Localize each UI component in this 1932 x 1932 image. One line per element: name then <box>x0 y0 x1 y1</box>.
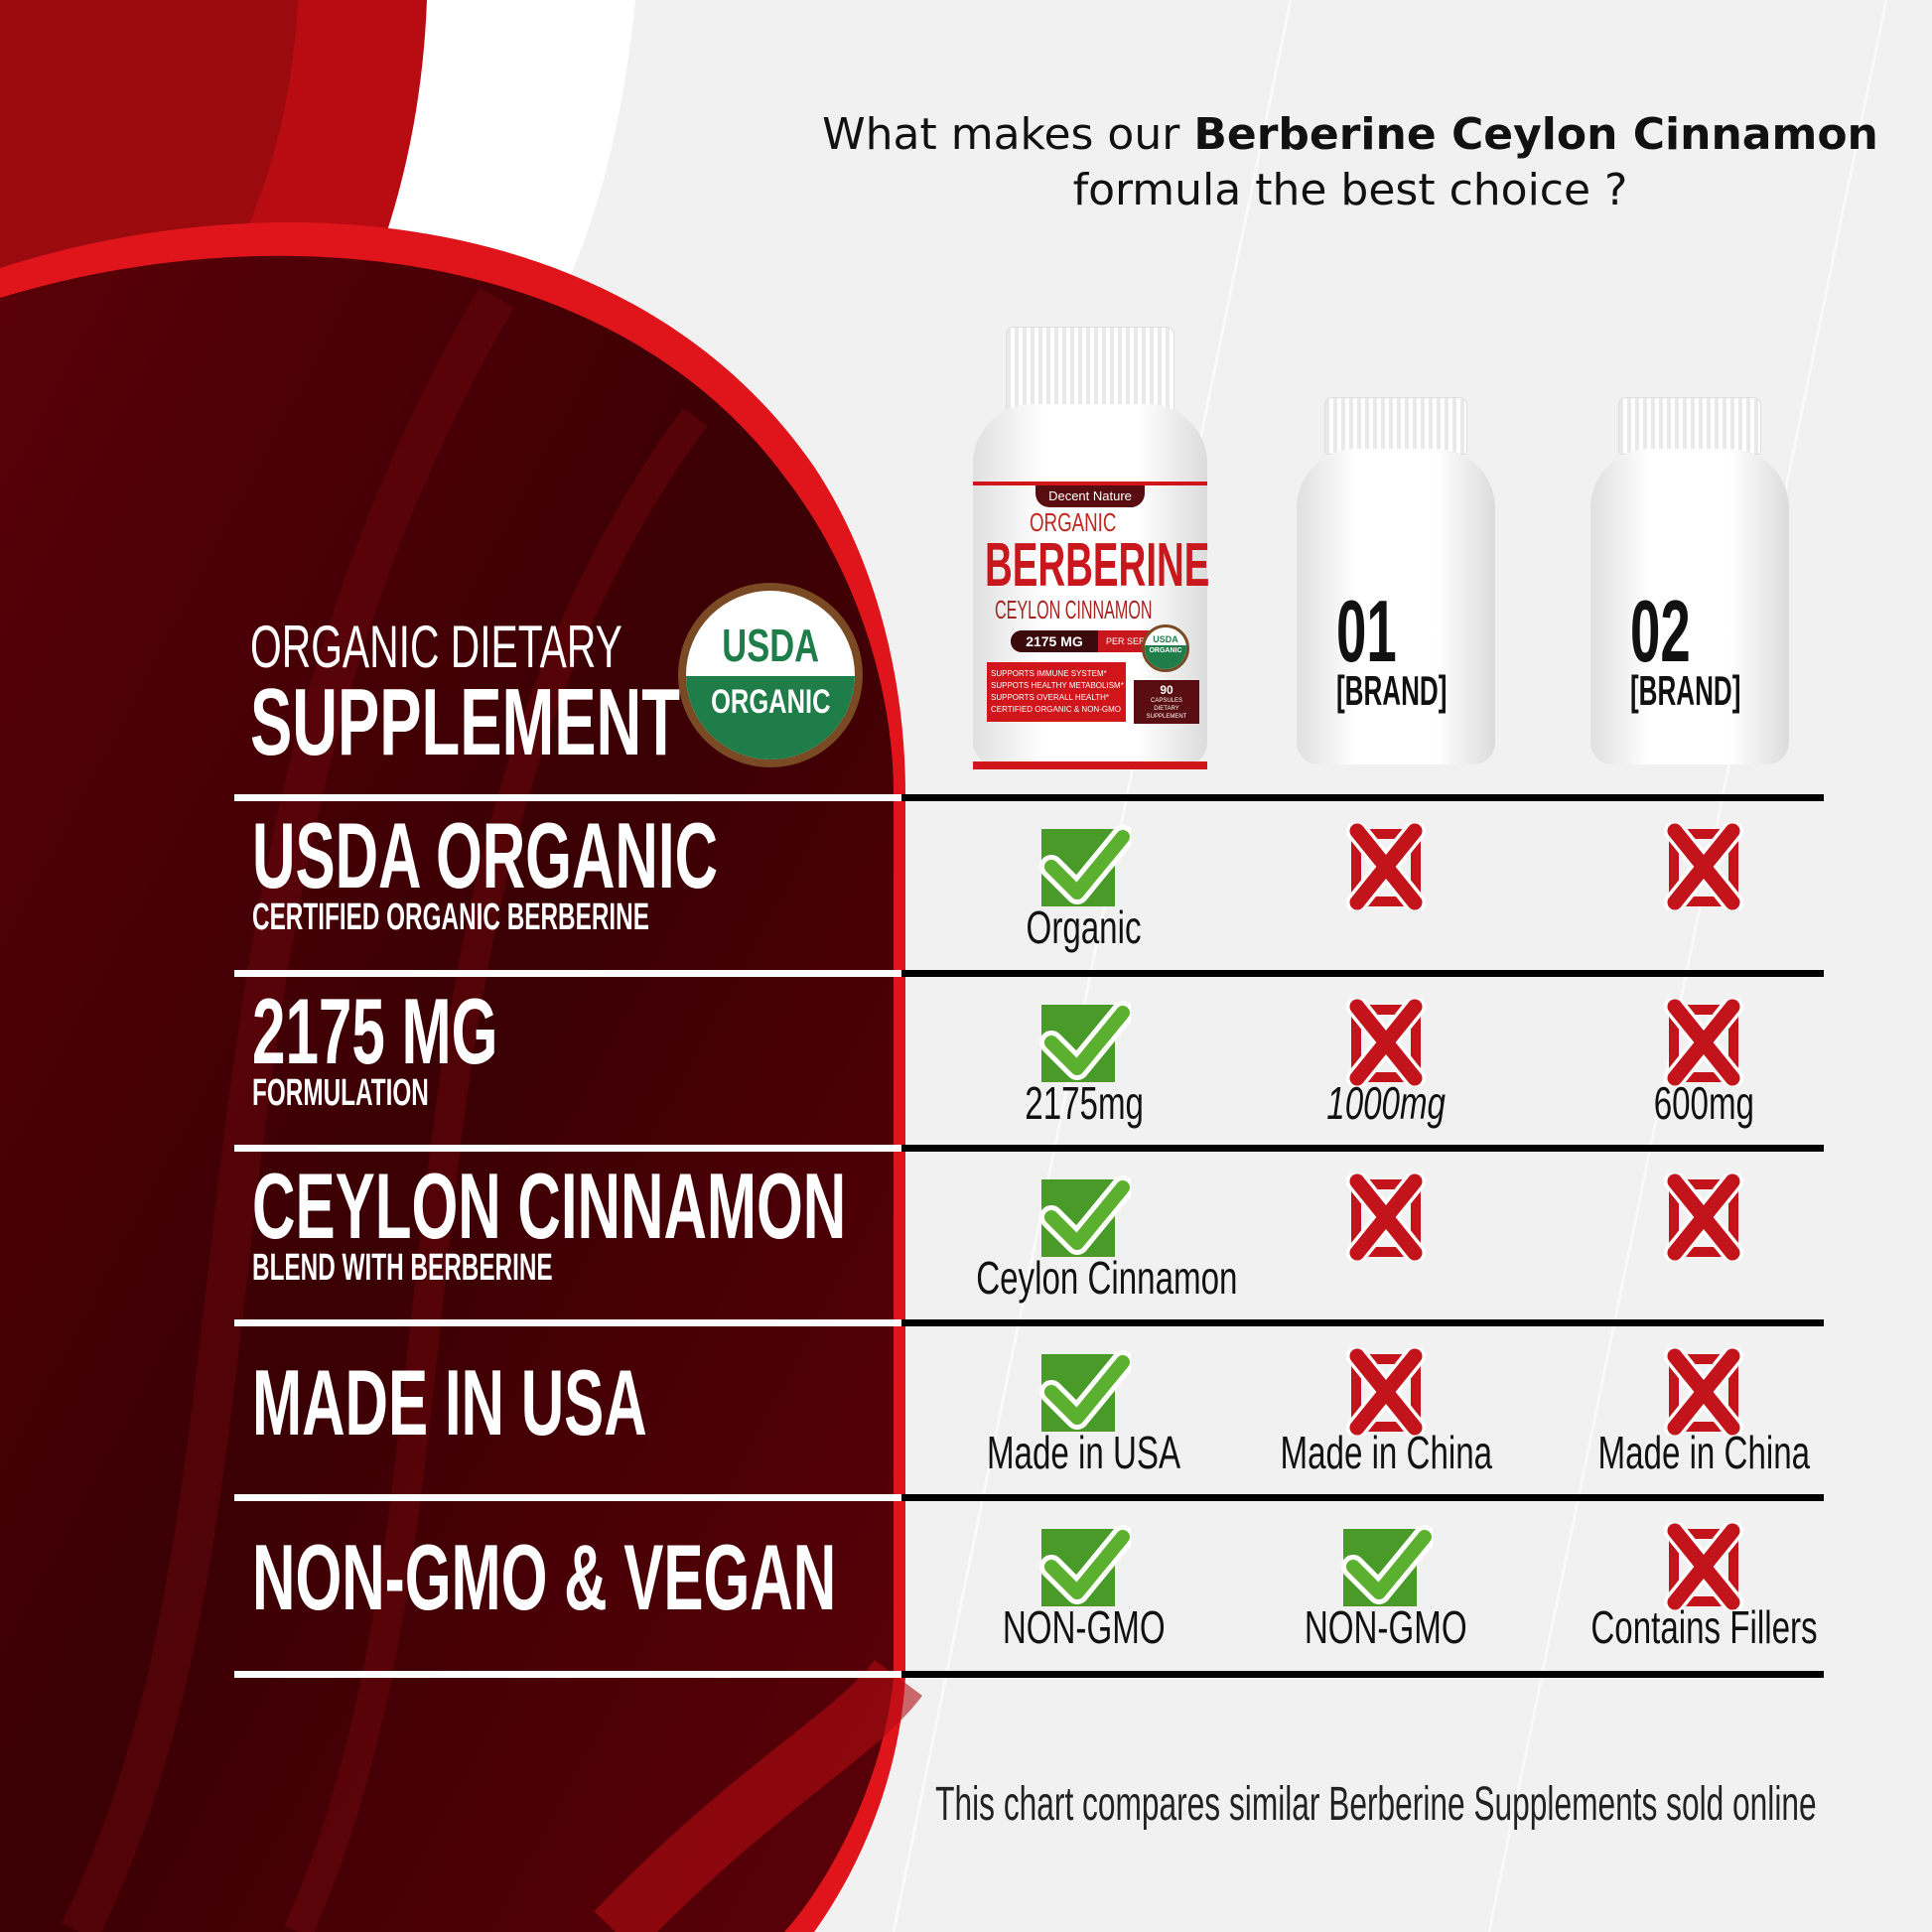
product-line3: CEYLON CINNAMON <box>995 595 1153 624</box>
row-subtitle-text: CERTIFIED ORGANIC BERBERINE <box>252 897 649 938</box>
row-title-text: USDA ORGANIC <box>252 803 719 907</box>
product-bullet: SUPPOTS HEALTHY METABOLISM* <box>991 681 1124 690</box>
title-prefix: What makes our <box>822 109 1194 160</box>
cross-icon <box>1339 1171 1433 1264</box>
page-title: What makes our Berberine Ceylon Cinnamon… <box>774 107 1926 218</box>
cell-text: Organic <box>1027 901 1142 953</box>
cell-text: Contains Fillers <box>1589 1601 1818 1653</box>
competitor-name: [BRAND] <box>1630 667 1741 714</box>
cross-icon <box>1657 1345 1750 1439</box>
cross-icon <box>1339 820 1433 913</box>
row-title: CEYLON CINNAMON <box>252 1154 1180 1258</box>
footer-text: This chart compares similar Berberine Su… <box>935 1778 1817 1831</box>
competitor-bottle-2: 02 [BRAND] <box>1590 397 1789 764</box>
cell-text: NON-GMO <box>1003 1601 1166 1653</box>
table-divider <box>234 1671 1824 1678</box>
product-count: 90 <box>1160 683 1173 697</box>
product-seal-bottom: ORGANIC <box>1145 645 1186 669</box>
row-title-text: 2175 MG <box>252 979 498 1083</box>
check-icon <box>1037 999 1135 1086</box>
product-bullet: CERTIFIED ORGANIC & NON-GMO <box>991 705 1121 714</box>
product-bottle: Decent Nature ORGANIC BERBERINE CEYLON C… <box>973 327 1210 769</box>
cross-icon <box>1339 996 1433 1089</box>
footer-note: This chart compares similar Berberine Su… <box>482 1777 1817 1833</box>
cross-icon <box>1657 1171 1750 1264</box>
cell-text: 2175mg <box>1025 1077 1144 1129</box>
row-title-text: MADE IN USA <box>252 1350 647 1454</box>
cross-icon <box>1339 1345 1433 1439</box>
row-subtitle: CERTIFIED ORGANIC BERBERINE <box>252 897 873 938</box>
cell-text: NON-GMO <box>1305 1601 1467 1653</box>
bottle-cap <box>1324 397 1467 455</box>
product-brand: Decent Nature <box>1035 485 1145 507</box>
bottle-cap <box>1618 397 1761 455</box>
cell-text: Ceylon Cinnamon <box>976 1252 1238 1304</box>
product-bullet: SUPPORTS IMMUNE SYSTEM* <box>991 669 1107 678</box>
competitor-bottle-1: 01 [BRAND] <box>1297 397 1495 764</box>
product-bullet: SUPPORTS OVERALL HEALTH* <box>991 693 1109 702</box>
competitor-number: 01 <box>1336 582 1397 680</box>
product-per-serving: PER SERVING <box>1106 636 1168 646</box>
check-icon <box>1037 823 1135 910</box>
row-title: NON-GMO & VEGAN <box>252 1525 1165 1629</box>
product-line2: BERBERINE <box>985 531 1210 600</box>
bottle-body <box>1590 449 1789 764</box>
usda-organic-seal: USDA ORGANIC <box>678 583 863 767</box>
product-count-unit: CAPSULES <box>1150 698 1182 704</box>
table-divider <box>234 1494 1824 1501</box>
bottle-body <box>1297 449 1495 764</box>
cross-icon <box>1657 1520 1750 1613</box>
row-subtitle-text: BLEND WITH BERBERINE <box>252 1247 553 1289</box>
cell-text: 600mg <box>1653 1077 1754 1129</box>
heading-line1: ORGANIC DIETARY <box>250 614 622 680</box>
table-divider <box>234 1319 1824 1326</box>
row-title-text: CEYLON CINNAMON <box>252 1154 847 1258</box>
check-icon <box>1037 1173 1135 1261</box>
check-icon <box>1037 1523 1135 1610</box>
title-line2: formula the best choice ? <box>1072 165 1628 215</box>
row-subtitle: BLEND WITH BERBERINE <box>252 1247 722 1289</box>
product-dose: 2175 MG <box>1011 630 1098 652</box>
cross-icon <box>1657 820 1750 913</box>
title-product: Berberine Ceylon Cinnamon <box>1193 109 1878 160</box>
row-subtitle-text: FORMULATION <box>252 1072 429 1114</box>
left-heading: ORGANIC DIETARY <box>250 618 797 677</box>
row-title: 2175 MG <box>252 979 636 1083</box>
cell-text: Made in China <box>1597 1427 1810 1478</box>
row-title-text: NON-GMO & VEGAN <box>252 1525 837 1629</box>
heading-line2: SUPPLEMENT <box>250 669 681 775</box>
table-divider <box>234 970 1824 977</box>
check-icon <box>1339 1523 1437 1610</box>
check-icon <box>1037 1348 1135 1436</box>
product-seal-top: USDA <box>1153 634 1178 644</box>
product-line1: ORGANIC <box>1030 507 1117 537</box>
bottle-cap <box>1006 327 1174 412</box>
row-title: MADE IN USA <box>252 1350 869 1454</box>
seal-top-text: USDA <box>722 620 819 671</box>
cell-text: Made in USA <box>987 1427 1181 1478</box>
cell-text: 1000mg <box>1326 1077 1446 1129</box>
row-subtitle: FORMULATION <box>252 1072 528 1114</box>
row-title: USDA ORGANIC <box>252 803 980 907</box>
seal-bottom-text: ORGANIC <box>710 683 831 721</box>
cell-text: Made in China <box>1280 1427 1492 1478</box>
product-type: DIETARY SUPPLEMENT <box>1146 706 1187 720</box>
cross-icon <box>1657 996 1750 1089</box>
table-divider <box>234 794 1824 801</box>
competitor-number: 02 <box>1630 582 1691 680</box>
competitor-name: [BRAND] <box>1336 667 1448 714</box>
bottle-body: Decent Nature ORGANIC BERBERINE CEYLON C… <box>973 404 1210 769</box>
table-divider <box>234 1145 1824 1152</box>
